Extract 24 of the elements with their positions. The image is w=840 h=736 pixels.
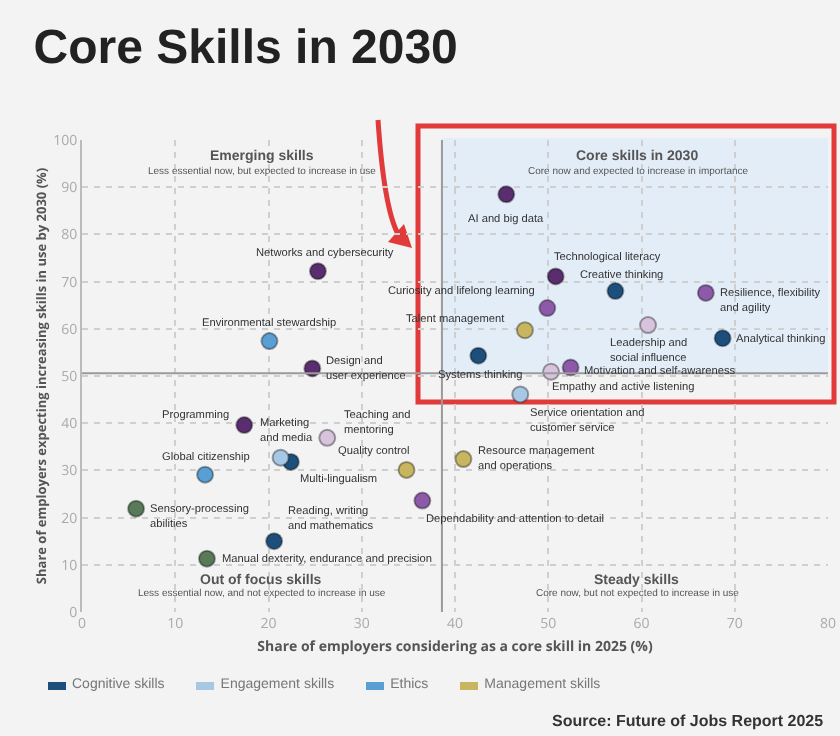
point (235, 416, 254, 435)
point (546, 267, 565, 286)
point (308, 262, 327, 281)
point (318, 428, 337, 447)
point (196, 465, 215, 484)
point (511, 385, 530, 404)
point (538, 299, 557, 318)
point (713, 329, 732, 348)
point (260, 332, 279, 351)
point (127, 499, 146, 518)
source-note: Source: Future of Jobs Report 2025 (552, 712, 825, 730)
point (606, 282, 625, 301)
point (515, 321, 534, 340)
point (413, 491, 432, 510)
point (469, 346, 488, 365)
point (265, 532, 284, 551)
point (197, 549, 216, 568)
point (397, 460, 416, 479)
chart-title: Core Skills in 2030 (33, 21, 458, 76)
point (497, 185, 516, 204)
point (271, 448, 290, 467)
point (696, 283, 715, 302)
point (639, 316, 658, 335)
point (454, 450, 473, 469)
